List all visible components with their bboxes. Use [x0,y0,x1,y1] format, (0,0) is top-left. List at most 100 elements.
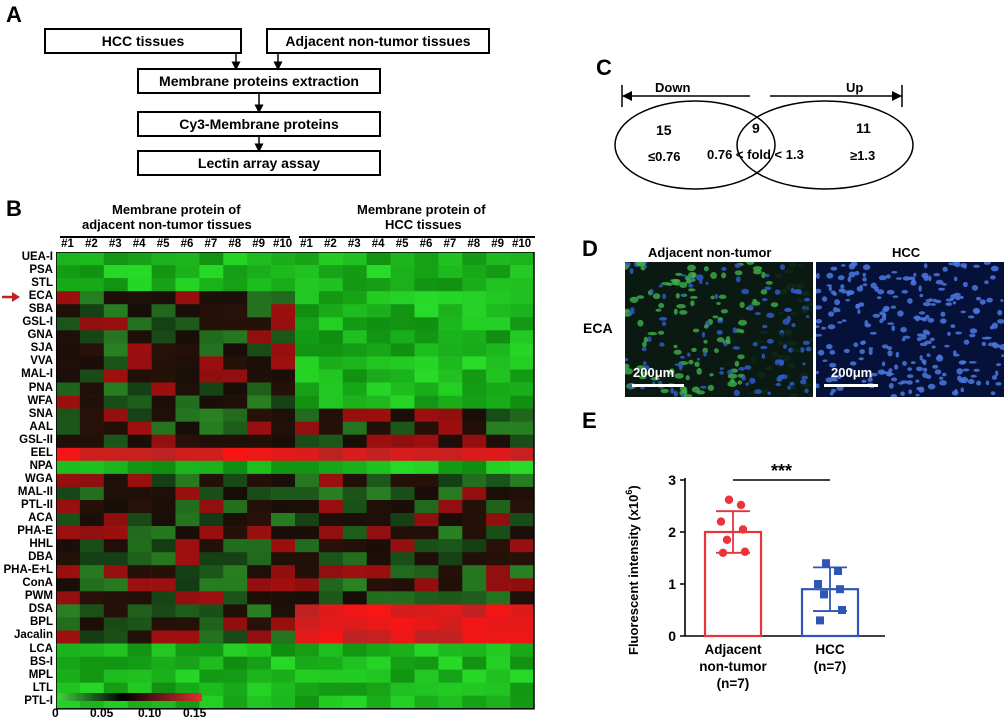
heatmap-cell [318,539,344,553]
heatmap-cell [223,317,248,331]
heatmap-cell [295,460,320,475]
heatmap-cell [56,682,81,697]
venn-right-range: ≥1.3 [850,148,876,163]
heatmap-cell [414,447,439,462]
heatmap-cell [127,643,152,657]
heatmap-cell [390,317,415,331]
heatmap-cell [103,460,128,475]
heatmap-cell [223,278,248,292]
heatmap-cell [271,408,296,422]
heatmap-cell [462,395,487,409]
panel-a-letter: A [6,2,22,27]
heatmap-cell [390,382,415,396]
heatmap-cell [486,317,511,331]
heatmap-cell [486,604,511,618]
heatmap-cell [175,460,200,475]
heatmap-cell [342,682,367,697]
heatmap-cell [127,421,152,436]
heatmap-cell [56,656,81,670]
heatmap-cell [56,330,81,344]
heatmap-cell [462,643,487,657]
heatmap-cell [390,330,415,344]
data-point [724,495,734,504]
heatmap-cell [462,513,487,527]
heatmap-cell [486,343,511,357]
heatmap-cell [103,291,128,305]
heatmap-cell [79,265,105,279]
heatmap-cell [79,669,105,683]
heatmap-cell [151,578,176,592]
heatmap-cell [56,382,81,396]
data-point [820,590,828,599]
heatmap-cell [271,591,296,605]
heatmap-column-label: #3 [108,238,122,250]
heatmap-cell [271,526,296,540]
heatmap-cell [247,591,272,605]
heatmap-cell [199,682,224,697]
heatmap-cell [247,330,272,344]
heatmap-cell [151,421,176,436]
heatmap-cell [366,369,391,383]
data-point [814,580,822,588]
heatmap-cell [271,552,296,566]
heatmap-cell [318,395,344,409]
heatmap-cell [414,434,439,449]
heatmap-cell [247,552,272,566]
heatmap-cell [271,330,296,344]
heatmap-cell [103,447,128,462]
heatmap-cell [390,291,415,305]
group-hcc-title-1: Membrane protein of [357,202,486,217]
heatmap-cell [175,447,200,462]
heatmap-cell [56,552,81,566]
heatmap-cell [271,643,296,657]
heatmap-cell [79,617,105,631]
data-point [816,616,824,625]
heatmap-row-label: UEA-I [21,251,53,263]
heatmap-cell [56,669,81,683]
venn-mid-count: 9 [752,120,760,136]
heatmap-cell [103,356,128,370]
heatmap-cell [486,304,511,318]
heatmap-row-label: PWM [24,590,53,603]
heatmap-cell [414,565,439,579]
heatmap-cell [151,408,176,422]
heatmap-cell [56,473,81,488]
heatmap-cell [318,617,344,631]
heatmap-cell [510,695,535,710]
heatmap-cell [486,252,511,266]
heatmap-row-label: NPA [29,459,53,472]
heatmap-row-label: DSA [28,603,53,616]
heatmap-cell [438,330,463,344]
heatmap-cell [223,630,248,644]
heatmap-cell [414,695,439,710]
heatmap-cell [127,604,152,618]
heatmap-cell [271,578,296,592]
heatmap-cell [127,669,152,683]
heatmap-cell [414,291,439,305]
heatmap-cell [295,604,320,618]
heatmap-cell [486,421,511,436]
heatmap-cell [295,343,320,357]
heatmap-cell [79,460,105,475]
heatmap-cell [510,278,535,292]
heatmap-cell [223,291,248,305]
heatmap-cell [175,395,200,409]
heatmap-cell [342,317,367,331]
heatmap-cell [462,591,487,605]
heatmap-cell [127,656,152,670]
heatmap-cell [103,578,128,592]
heatmap-cell [438,539,463,553]
heatmap-cell [103,604,128,618]
heatmap-cell [271,565,296,579]
heatmap-cell [318,643,344,657]
heatmap-cell [79,552,105,566]
heatmap-cell [342,539,367,553]
heatmap-cell [271,486,296,501]
heatmap-cell [414,356,439,370]
heatmap-cell [510,656,535,670]
heatmap-cell [79,408,105,422]
data-point [836,585,844,594]
heatmap-cell [510,617,535,631]
heatmap-column-label: #6 [180,238,194,250]
heatmap-row-label: BPL [30,616,53,629]
